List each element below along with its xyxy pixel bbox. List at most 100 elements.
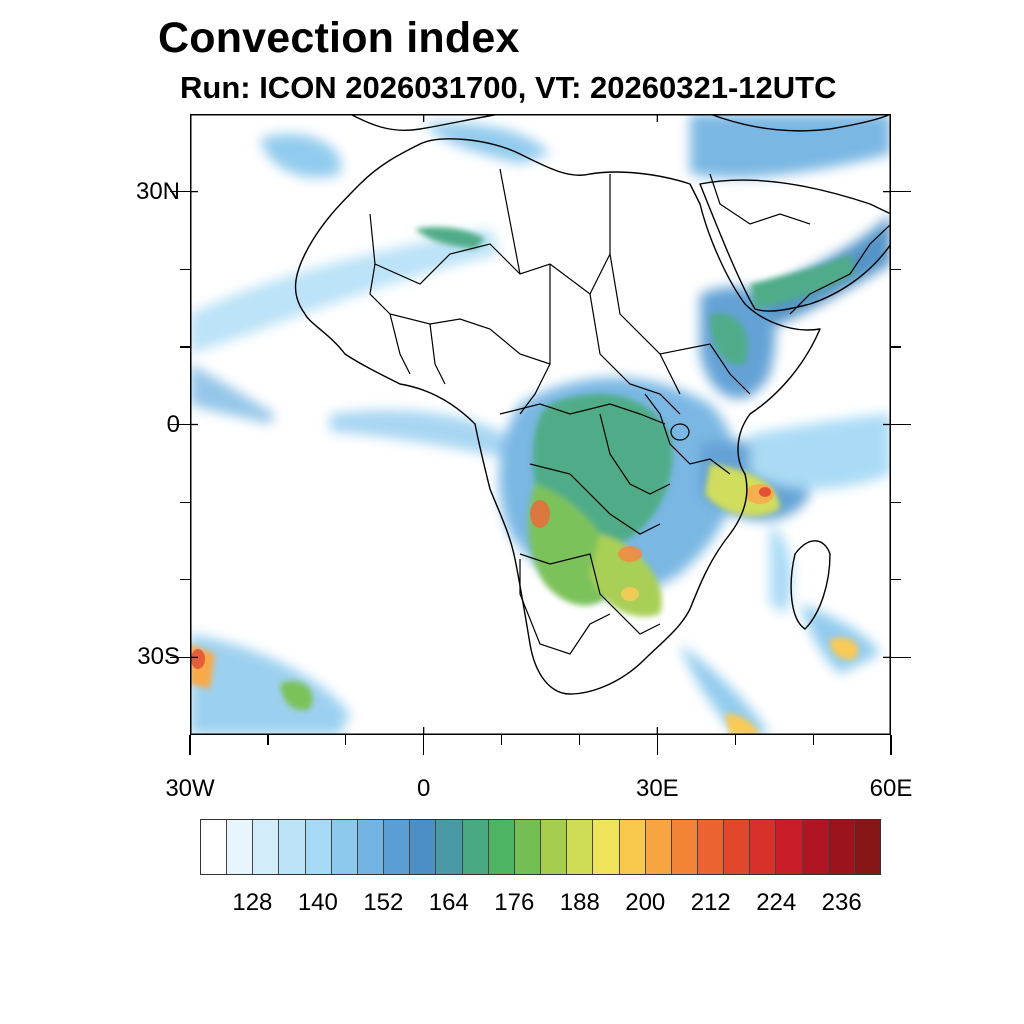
lon-tick-out-0 <box>189 735 191 755</box>
lon-minor-tick-3 <box>578 735 581 745</box>
colorbar-box-4 <box>305 820 332 874</box>
hotspot-angola <box>530 500 550 528</box>
lat-minor-tick-right-0 <box>891 268 901 270</box>
colorbar-box-10 <box>462 820 489 874</box>
field-indian-ocean <box>750 414 891 489</box>
chart-title: Convection index <box>158 14 520 62</box>
field-levant <box>690 114 891 178</box>
lat-minor-tick-left-2 <box>180 501 190 503</box>
border-8 <box>529 463 661 535</box>
colorbar-box-20 <box>724 820 751 874</box>
border-17 <box>429 323 446 385</box>
colorbar-label-6: 200 <box>625 889 666 916</box>
lon-tick-out-2 <box>656 735 659 755</box>
hotspot-tanzania-core <box>759 487 771 497</box>
field-madagascar-east <box>770 524 793 614</box>
lat-minor-tick-left-0 <box>180 268 190 270</box>
border-5 <box>609 253 681 395</box>
colorbar-label-7: 212 <box>690 889 731 916</box>
colorbar-box-24 <box>828 820 855 874</box>
lat-tick-out-left-0 <box>170 191 190 193</box>
chart-subtitle: Run: ICON 2026031700, VT: 20260321-12UTC <box>180 70 837 105</box>
lat-label-2: 30S <box>137 643 180 671</box>
border-7 <box>499 403 666 425</box>
lon-minor-tick-4 <box>734 735 736 745</box>
lon-tick-out-1 <box>423 735 425 755</box>
colorbar-box-2 <box>253 820 280 874</box>
border-10 <box>519 559 611 655</box>
border-6 <box>589 293 681 415</box>
field-core-madagascar-s <box>830 637 859 660</box>
lat-tick-out-right-0 <box>891 191 911 193</box>
lat-tick-out-right-2 <box>891 656 911 659</box>
coast-turkey <box>709 114 891 132</box>
field-atlantic-west <box>190 364 275 424</box>
field-nw-swirl <box>260 133 342 178</box>
colorbar-box-8 <box>410 820 437 874</box>
border-13 <box>599 413 671 495</box>
colorbar-box-0 <box>201 820 228 874</box>
colorbar-box-5 <box>331 820 358 874</box>
colorbar-label-3: 164 <box>428 889 469 916</box>
colorbar-box-14 <box>567 820 594 874</box>
colorbar-box-13 <box>541 820 568 874</box>
colorbar-box-15 <box>593 820 620 874</box>
colorbar-label-9: 236 <box>821 889 862 916</box>
coast-africa <box>294 138 821 695</box>
coast-arabia <box>699 179 891 312</box>
border-12 <box>659 343 751 395</box>
colorbar-label-2: 152 <box>363 889 404 916</box>
lat-label-1: 0 <box>166 410 180 438</box>
field-core-agulhas <box>725 713 760 735</box>
colorbar-box-22 <box>776 820 803 874</box>
lake-victoria <box>670 423 690 441</box>
colorbar-box-11 <box>488 820 515 874</box>
colorbar <box>200 819 881 875</box>
colorbar-label-0: 128 <box>232 889 273 916</box>
field-atlantic-north <box>190 229 500 354</box>
field-core-yemen <box>750 254 855 309</box>
lat-minor-tick-left-1 <box>180 346 190 348</box>
coastlines <box>294 114 891 695</box>
lon-label-2: 30E <box>635 775 679 802</box>
lon-label-1: 0 <box>416 775 431 802</box>
colorbar-box-6 <box>357 820 385 874</box>
colorbar-box-23 <box>802 820 829 874</box>
colorbar-box-21 <box>750 820 777 874</box>
lat-minor-tick-right-3 <box>891 579 901 581</box>
lat-minor-tick-right-1 <box>891 346 901 348</box>
map-panel <box>190 114 891 735</box>
field-s-africa-coast <box>680 644 770 735</box>
colorbar-box-7 <box>384 820 411 874</box>
colorbar-box-12 <box>514 820 542 874</box>
axis-ticks <box>190 114 891 735</box>
colorbar-box-9 <box>436 820 463 874</box>
colorbar-box-16 <box>619 820 646 874</box>
convection-field <box>190 114 891 735</box>
colorbar-box-19 <box>697 820 725 874</box>
lat-tick-out-left-2 <box>170 656 190 659</box>
lon-minor-tick-0 <box>267 735 269 745</box>
lat-label-0: 30N <box>135 177 180 205</box>
colorbar-box-1 <box>227 820 254 874</box>
border-11 <box>644 393 731 475</box>
border-4 <box>519 264 551 415</box>
country-borders <box>369 168 891 655</box>
hotspot-botswana <box>621 587 639 601</box>
lon-minor-tick-1 <box>345 735 347 745</box>
border-1 <box>369 174 611 295</box>
colorbar-box-3 <box>279 820 306 874</box>
border-3 <box>369 263 551 365</box>
coast-madagascar <box>790 540 831 630</box>
lat-minor-tick-left-3 <box>180 579 190 581</box>
field-core-ethiopia <box>710 313 748 365</box>
lon-minor-tick-5 <box>812 735 814 745</box>
border-2 <box>499 168 521 275</box>
border-14 <box>789 223 891 315</box>
field-core-sahara <box>415 227 485 249</box>
colorbar-box-18 <box>671 820 698 874</box>
colorbar-label-1: 140 <box>297 889 338 916</box>
field-core-sw2 <box>280 680 313 711</box>
coast-europe <box>349 114 501 131</box>
hotspot-zambia <box>618 546 642 562</box>
